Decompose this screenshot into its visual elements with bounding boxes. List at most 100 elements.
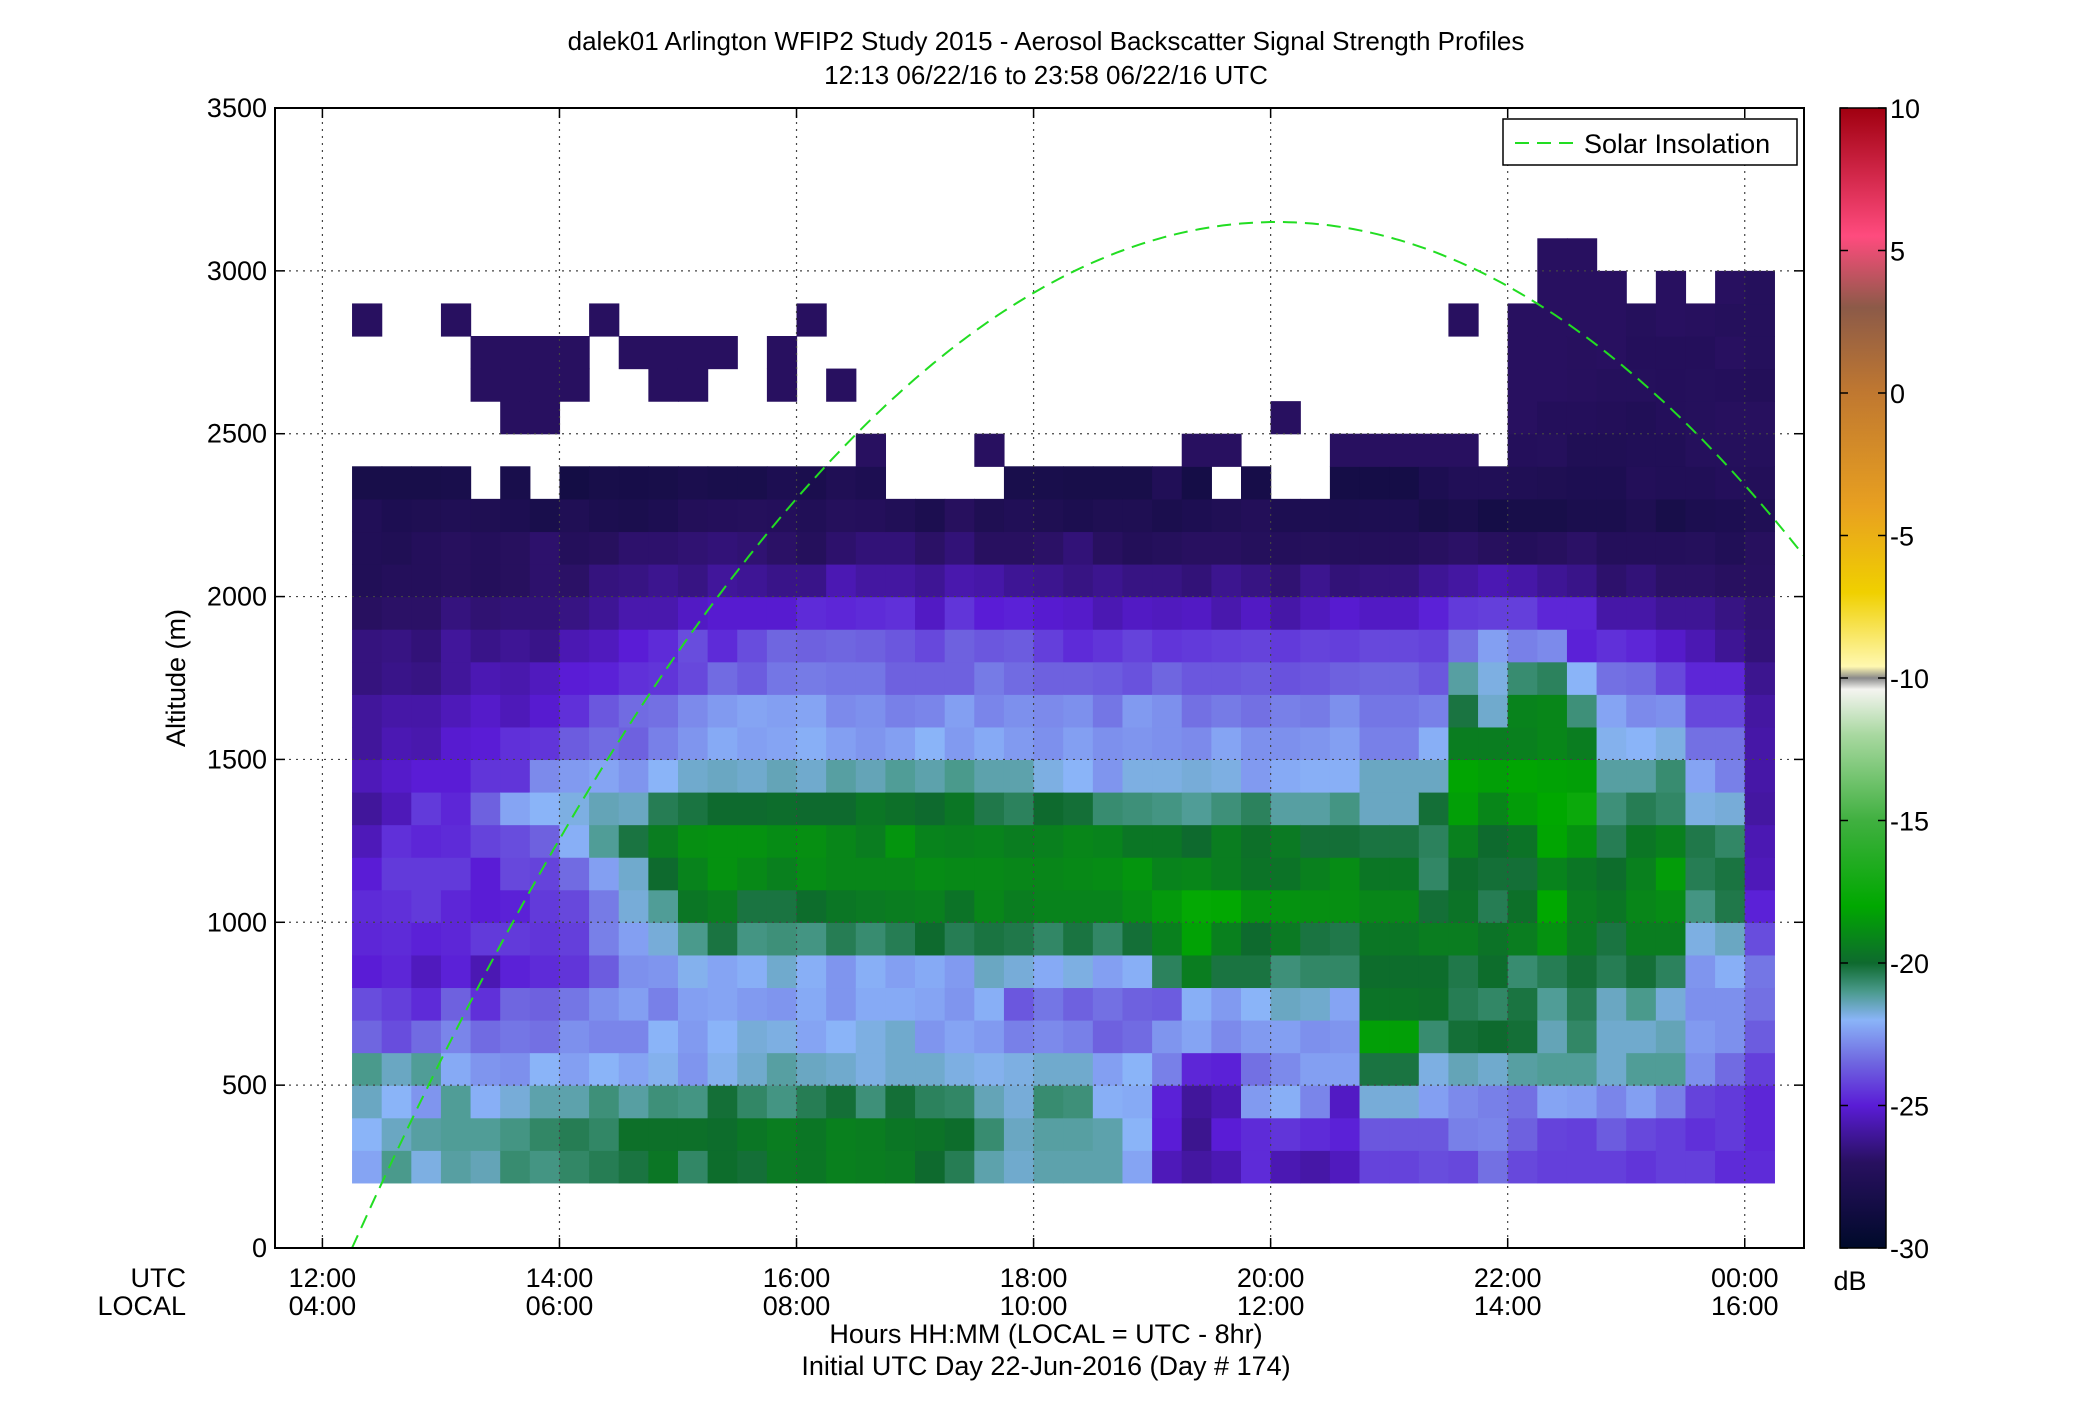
heatmap-cell: [1507, 531, 1538, 565]
heatmap-cell: [1122, 694, 1153, 728]
heatmap-cell: [1537, 792, 1568, 826]
heatmap-cell: [1181, 596, 1212, 630]
heatmap-cell: [529, 1020, 561, 1054]
x-tick-label-utc: 18:00: [1000, 1263, 1068, 1293]
heatmap-cell: [915, 694, 946, 728]
heatmap-cell: [1033, 564, 1064, 598]
heatmap-cell: [974, 889, 1005, 923]
heatmap-cell: [1418, 1052, 1450, 1086]
heatmap-cell: [1152, 661, 1183, 695]
heatmap-cell: [1003, 726, 1035, 761]
heatmap-cell: [826, 759, 857, 793]
heatmap-cell: [1566, 1085, 1598, 1119]
heatmap-cell: [648, 1085, 679, 1119]
heatmap-cell: [500, 726, 531, 761]
heatmap-cell: [1448, 1150, 1479, 1184]
heatmap-cell: [766, 661, 798, 695]
heatmap-cell: [1537, 564, 1568, 598]
heatmap-cell: [529, 922, 561, 956]
heatmap-cell: [1063, 726, 1094, 761]
heatmap-cell: [352, 531, 383, 565]
heatmap-cell: [974, 661, 1005, 695]
heatmap-cell: [1300, 564, 1331, 598]
heatmap-cell: [1329, 531, 1361, 565]
heatmap-cell: [766, 596, 798, 630]
heatmap-cell: [737, 1020, 768, 1054]
heatmap-cell: [1744, 303, 1775, 337]
heatmap-cell: [352, 1052, 383, 1086]
heatmap-cell: [500, 1020, 531, 1054]
heatmap-cell: [855, 1052, 887, 1086]
heatmap-cell: [1300, 661, 1331, 695]
legend-entry-solar-insolation: Solar Insolation: [1584, 129, 1770, 159]
heatmap-cell: [1092, 629, 1124, 663]
heatmap-cell: [1329, 466, 1361, 500]
heatmap-cell: [1685, 596, 1716, 630]
heatmap-cell: [1418, 857, 1450, 891]
heatmap-cell: [1537, 694, 1568, 728]
heatmap-cell: [559, 1150, 590, 1184]
heatmap-cell: [470, 759, 501, 793]
heatmap-cell: [1033, 1117, 1064, 1151]
heatmap-cell: [737, 694, 768, 728]
heatmap-cell: [737, 531, 768, 565]
colorbar-tick-label: -15: [1890, 807, 1929, 837]
heatmap-cell: [440, 1150, 472, 1184]
heatmap-cell: [1596, 824, 1627, 858]
heatmap-cell: [1566, 368, 1598, 402]
heatmap-cell: [589, 1150, 620, 1184]
heatmap-cell: [1181, 466, 1212, 500]
heatmap-cell: [1448, 726, 1479, 761]
y-tick-label: 3000: [207, 256, 267, 286]
heatmap-cell: [381, 466, 412, 500]
x-axis-sublabel: Initial UTC Day 22-Jun-2016 (Day # 174): [801, 1351, 1290, 1381]
heatmap-cell: [826, 629, 857, 663]
heatmap-cell: [855, 759, 887, 793]
heatmap-cell: [1537, 954, 1568, 989]
heatmap-cell: [440, 531, 472, 565]
heatmap-cell: [855, 1150, 887, 1184]
heatmap-cell: [1478, 596, 1509, 630]
heatmap-cell: [944, 792, 975, 826]
heatmap-cell: [1448, 1117, 1479, 1151]
heatmap-cell: [1152, 857, 1183, 891]
heatmap-cell: [1063, 759, 1094, 793]
heatmap-cell: [677, 498, 709, 533]
heatmap-cell: [1626, 1150, 1657, 1184]
heatmap-cell: [1566, 531, 1598, 565]
heatmap-cell: [618, 596, 649, 630]
heatmap-cell: [1003, 922, 1035, 956]
heatmap-cell: [618, 792, 649, 826]
heatmap-cell: [1596, 889, 1627, 923]
heatmap-cell: [944, 596, 975, 630]
heatmap-cell: [411, 629, 442, 663]
heatmap-cell: [1655, 368, 1687, 402]
heatmap-cell: [707, 726, 738, 761]
heatmap-cell: [381, 792, 412, 826]
heatmap-cell: [826, 564, 857, 598]
heatmap-cell: [766, 1020, 798, 1054]
heatmap-cell: [974, 1085, 1005, 1119]
heatmap-cell: [1122, 857, 1153, 891]
heatmap-cell: [470, 1052, 501, 1086]
heatmap-cell: [1181, 498, 1212, 533]
heatmap-cell: [1241, 531, 1272, 565]
heatmap-cell: [1744, 596, 1775, 630]
heatmap-cell: [677, 889, 709, 923]
heatmap-cell: [737, 726, 768, 761]
heatmap-cell: [648, 498, 679, 533]
heatmap-cell: [1389, 466, 1420, 500]
heatmap-cell: [1329, 1150, 1361, 1184]
heatmap-cell: [1063, 694, 1094, 728]
heatmap-cell: [766, 368, 798, 402]
heatmap-cell: [1655, 1085, 1687, 1119]
heatmap-cell: [381, 531, 412, 565]
heatmap-cell: [1418, 629, 1450, 663]
heatmap-cell: [648, 922, 679, 956]
heatmap-cell: [1063, 954, 1094, 989]
heatmap-cell: [559, 661, 590, 695]
heatmap-cell: [1507, 629, 1538, 663]
heatmap-cell: [381, 987, 412, 1021]
heatmap-cell: [1003, 954, 1035, 989]
heatmap-cell: [1507, 1150, 1538, 1184]
